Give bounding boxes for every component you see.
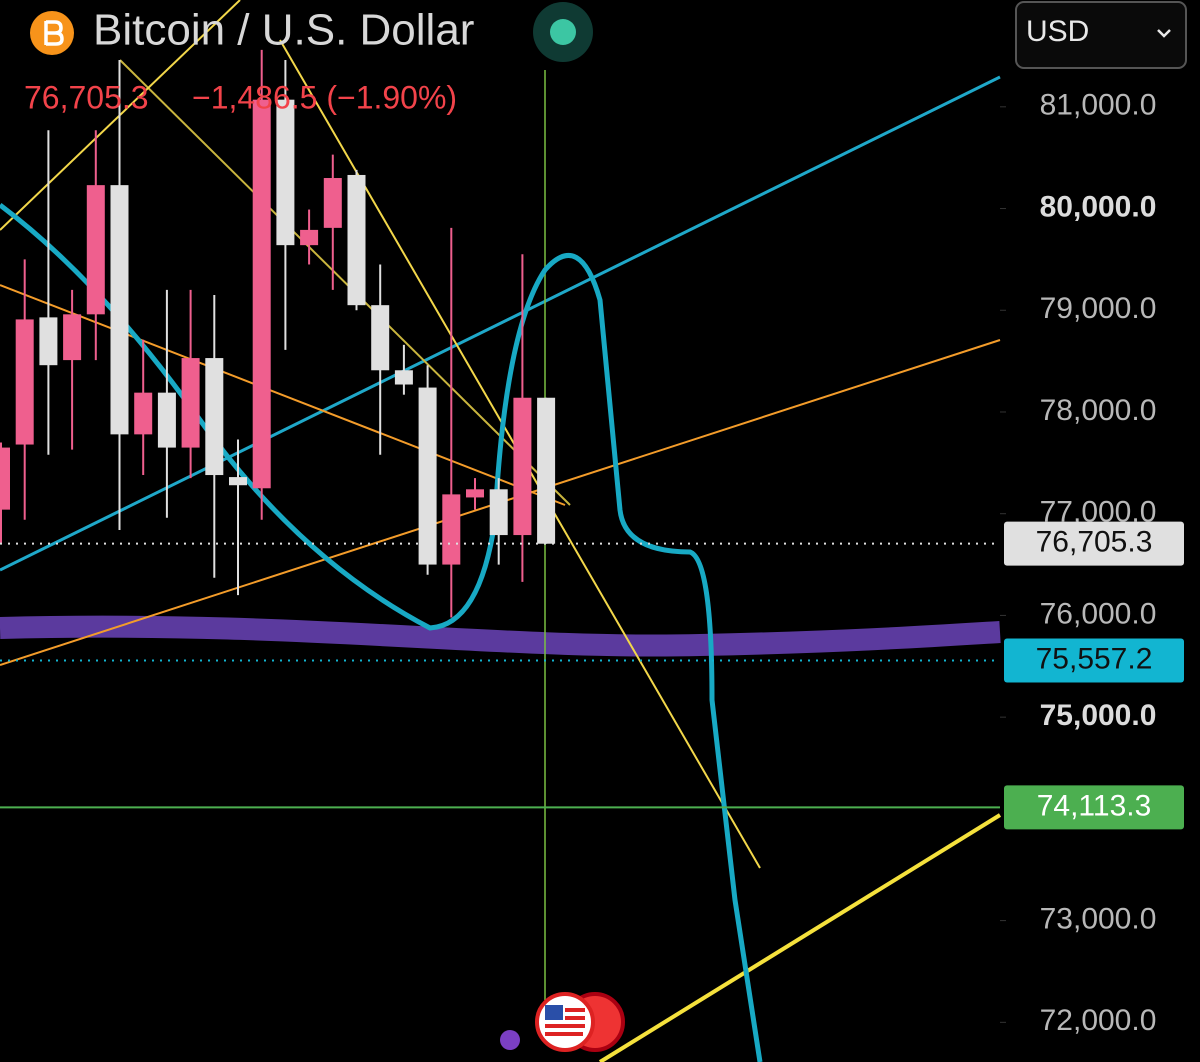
event-icon[interactable] bbox=[500, 1030, 520, 1050]
candle-body bbox=[86, 185, 105, 315]
candle-body bbox=[537, 397, 556, 544]
candle-body bbox=[513, 397, 532, 536]
price-tags: 76,705.3 75,557.2 74,113.3 bbox=[1004, 521, 1184, 830]
candle-body bbox=[63, 314, 82, 361]
currency-label[interactable]: USD bbox=[1026, 15, 1089, 48]
drawn-curve bbox=[0, 203, 763, 1062]
trend-line bbox=[119, 59, 571, 506]
trend-line bbox=[0, 284, 566, 506]
candle-body bbox=[323, 178, 342, 228]
price-tag-label: 76,705.3 bbox=[1036, 526, 1153, 559]
candle-body bbox=[394, 370, 413, 385]
event-icons[interactable] bbox=[500, 992, 625, 1052]
y-tick-label: 73,000.0 bbox=[1040, 903, 1157, 936]
y-tick-label: 75,000.0 bbox=[1040, 699, 1157, 732]
y-tick-label: 76,000.0 bbox=[1040, 597, 1157, 630]
candle-body bbox=[466, 489, 484, 498]
candle-body bbox=[181, 358, 200, 448]
candle-body bbox=[276, 99, 295, 246]
price-tag bbox=[1004, 785, 1184, 830]
y-tick-label: 79,000.0 bbox=[1040, 292, 1157, 325]
candle-body bbox=[110, 185, 129, 435]
price-tag-label: 75,557.2 bbox=[1036, 642, 1153, 675]
price-change: −1,486.5 (−1.90%) bbox=[192, 79, 457, 115]
candle-body bbox=[134, 392, 153, 435]
candle-body bbox=[39, 317, 58, 366]
candle-body bbox=[15, 319, 34, 445]
candle-body bbox=[252, 99, 271, 489]
candle-body bbox=[489, 489, 508, 536]
status-dot bbox=[550, 19, 576, 45]
candle-body bbox=[300, 229, 319, 246]
y-tick-label: 78,000.0 bbox=[1040, 394, 1157, 427]
header: Bitcoin / U.S. Dollar 76,705.3 −1,486.5 … bbox=[24, 1, 1187, 115]
candle-body bbox=[347, 174, 366, 306]
price-lines bbox=[0, 542, 1000, 809]
candle-body bbox=[205, 358, 224, 476]
chart-title: Bitcoin / U.S. Dollar bbox=[93, 6, 474, 55]
dropdown-chevron[interactable] bbox=[1157, 29, 1171, 38]
candle-body bbox=[371, 305, 390, 371]
price-tag bbox=[1004, 638, 1184, 683]
y-tick-label: 72,000.0 bbox=[1040, 1004, 1157, 1037]
trend-line bbox=[598, 813, 1002, 1062]
price-tag-label: 74,113.3 bbox=[1037, 789, 1152, 822]
y-tick-label: 81,000.0 bbox=[1040, 89, 1157, 122]
currency-select[interactable] bbox=[1015, 1, 1187, 69]
candle-body bbox=[418, 387, 437, 565]
bitcoin-glyph bbox=[44, 20, 64, 46]
flag-canton bbox=[545, 1005, 563, 1020]
flag-stripes bbox=[545, 1008, 585, 1036]
event-icon[interactable] bbox=[535, 992, 595, 1052]
candle-body bbox=[442, 494, 461, 565]
last-price: 76,705.3 bbox=[24, 79, 149, 115]
candle-body bbox=[157, 392, 176, 448]
candles bbox=[0, 49, 556, 618]
candle-body bbox=[229, 477, 247, 486]
price-axis: 72,000.073,000.075,000.076,000.077,000.0… bbox=[1000, 89, 1157, 1037]
y-tick-label: 80,000.0 bbox=[1040, 190, 1157, 223]
moving-average bbox=[0, 615, 1001, 657]
candle-body bbox=[0, 447, 10, 510]
price-tag bbox=[1004, 521, 1184, 566]
